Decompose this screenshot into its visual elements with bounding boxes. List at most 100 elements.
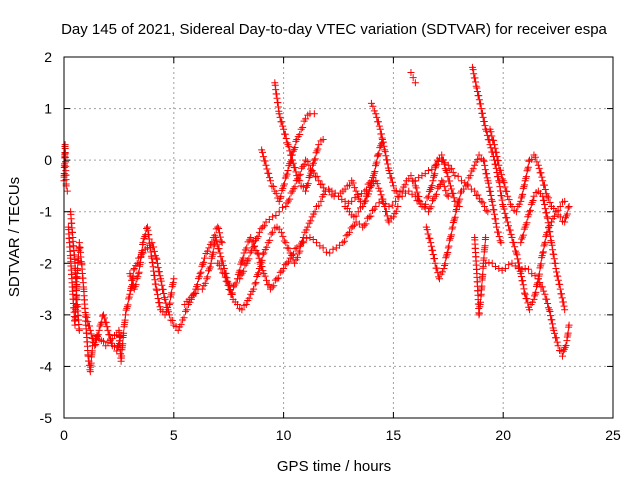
data-point-track-t: [380, 199, 388, 207]
data-point-track-g: [375, 199, 383, 207]
data-point-track-o: [508, 234, 516, 241]
data-point-track-m: [471, 161, 479, 169]
data-point-track-b: [201, 254, 209, 262]
data-point-track-q: [512, 208, 520, 216]
data-point-track-q: [490, 141, 498, 149]
data-point-track-i: [262, 161, 270, 169]
data-point-track-n: [477, 298, 485, 306]
data-point-track-f: [219, 257, 227, 265]
data-point-track-h: [320, 184, 328, 192]
data-point-track-k: [385, 166, 393, 174]
data-point-track-l: [411, 79, 419, 87]
data-point-track-o: [477, 100, 485, 108]
data-point-track-f: [245, 294, 253, 302]
data-point-track-g: [262, 276, 270, 284]
data-point-track-s: [482, 206, 490, 214]
data-point-track-f: [204, 273, 212, 281]
data-point-track-q: [534, 161, 542, 169]
data-point-track-g: [405, 187, 413, 195]
data-point-track-t: [359, 203, 367, 211]
data-point-track-r: [546, 232, 554, 240]
data-point-track-s: [434, 158, 442, 166]
data-point-track-r: [561, 306, 569, 314]
data-point-track-r: [526, 206, 534, 214]
data-point-track-m: [492, 219, 500, 227]
data-point-track-p: [515, 264, 523, 272]
data-point-track-k: [447, 185, 455, 193]
data-point-track-b: [87, 359, 95, 367]
data-point-track-o: [507, 230, 515, 238]
data-point-track-g: [288, 252, 296, 260]
data-point-track-o: [498, 196, 506, 204]
y-tick-label: -4: [40, 358, 53, 374]
data-point-track-d: [100, 311, 108, 319]
data-point-track-h: [303, 158, 311, 166]
data-point-track-m: [449, 218, 457, 226]
data-point-track-k: [369, 102, 377, 110]
data-point-track-h: [291, 183, 299, 191]
data-point-track-i: [263, 165, 271, 173]
data-point-track-d: [104, 326, 112, 334]
data-point-track-k: [425, 192, 433, 200]
data-point-track-s: [425, 166, 433, 174]
data-point-track-g: [215, 261, 223, 269]
data-point-track-m: [453, 203, 461, 211]
data-point-track-q: [524, 165, 532, 173]
data-point-track-k: [410, 177, 418, 185]
data-point-track-h: [250, 243, 258, 251]
data-point-track-j: [304, 180, 312, 188]
data-point-track-o: [504, 218, 512, 226]
data-point-track-i: [259, 148, 267, 156]
data-point-track-m: [480, 157, 488, 165]
data-point-track-g: [227, 290, 235, 298]
data-point-track-i: [265, 169, 273, 177]
data-point-track-o: [540, 242, 548, 250]
data-point-track-f: [198, 285, 206, 293]
data-point-track-t: [389, 213, 397, 221]
data-point-track-q: [517, 197, 525, 205]
data-point-track-g: [293, 244, 301, 252]
data-point-track-k: [429, 177, 437, 185]
data-point-track-s: [481, 203, 489, 211]
data-point-track-b: [161, 295, 169, 303]
data-point-track-d: [87, 330, 95, 338]
data-point-track-k: [446, 177, 454, 185]
data-point-track-g: [395, 193, 403, 201]
data-point-track-g: [232, 279, 240, 287]
data-point-track-g: [224, 281, 232, 289]
data-point-track-i: [280, 180, 288, 188]
data-point-track-o: [521, 290, 529, 298]
data-point-track-e: [134, 273, 142, 281]
data-point-track-m: [441, 260, 449, 268]
data-point-track-m: [497, 239, 505, 247]
data-point-track-n: [480, 254, 488, 262]
data-point-track-f: [192, 289, 200, 297]
data-point-track-m: [481, 166, 489, 174]
data-point-track-h: [313, 172, 321, 180]
data-point-track-e: [164, 306, 172, 314]
data-point-track-m: [423, 226, 431, 234]
data-point-track-e: [128, 276, 136, 284]
data-point-track-j: [288, 156, 296, 164]
data-point-track-k: [377, 130, 385, 138]
data-point-track-m: [430, 255, 438, 263]
data-point-track-g: [342, 232, 350, 240]
data-point-track-o: [501, 209, 509, 217]
data-point-track-o: [517, 270, 525, 278]
data-point-track-j: [281, 130, 289, 138]
y-axis-label: SDTVAR / TECUs: [6, 177, 23, 297]
data-point-track-q: [535, 164, 543, 172]
data-point-track-d: [106, 331, 114, 339]
data-point-track-h: [260, 222, 268, 230]
data-point-track-n: [481, 242, 489, 250]
data-point-track-o: [537, 260, 545, 268]
data-point-track-p: [488, 259, 496, 267]
data-point-track-q: [501, 183, 509, 191]
data-point-track-g: [291, 245, 299, 253]
data-point-track-b: [168, 317, 176, 325]
data-point-track-e: [156, 303, 164, 311]
data-point-track-e: [166, 299, 174, 307]
data-point-track-f: [216, 249, 224, 257]
data-point-track-p: [531, 272, 539, 280]
